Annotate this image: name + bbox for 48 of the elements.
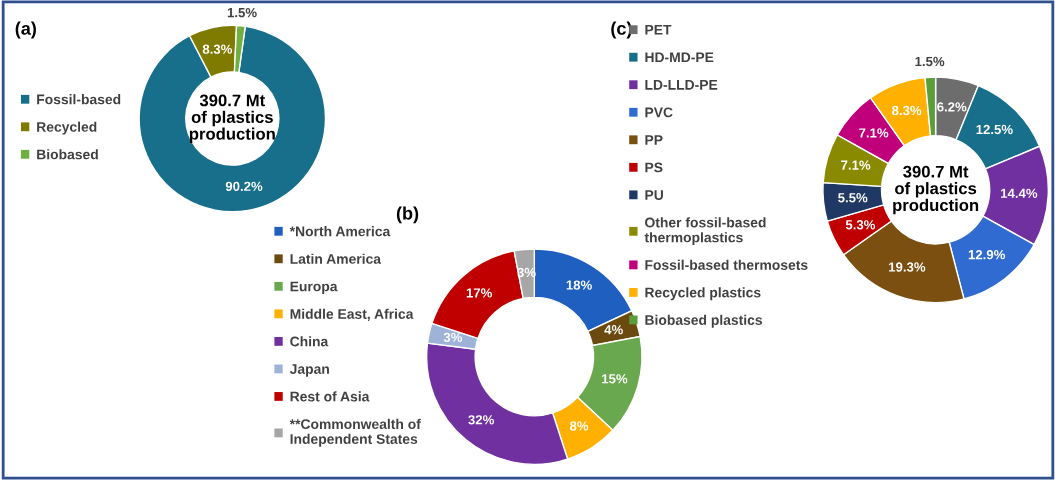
data-label: 90.2%	[225, 181, 263, 191]
legend-label: PS	[645, 162, 663, 173]
data-label: 6.2%	[937, 102, 967, 112]
legend-label: Other fossil-based thermoplastics	[644, 217, 766, 246]
legend-label: Japan	[289, 364, 329, 377]
legend-label: LD-LLD-PE	[645, 80, 718, 90]
data-label: 15%	[602, 374, 628, 384]
data-label: 18%	[566, 280, 592, 290]
legend-label: HD-MD-PE	[645, 52, 714, 63]
legend-label: PET	[645, 25, 672, 35]
data-label: 7.1%	[841, 160, 871, 170]
legend-label: Fossil-based	[37, 94, 121, 105]
legend-label: Middle East, Africa	[290, 308, 414, 321]
data-label: 7.1%	[859, 128, 889, 138]
data-label: 8.3%	[892, 105, 922, 116]
legend-label: *North America	[289, 226, 391, 237]
text: 390.7 Mt of plastics production	[189, 94, 275, 144]
data-label: 17%	[466, 288, 493, 298]
data-label: 12.5%	[976, 124, 1013, 135]
legend-label: Biobased	[37, 149, 98, 160]
data-label: 5.5%	[838, 193, 868, 203]
legend-label: Fossil-based thermosets	[645, 259, 808, 270]
data-label: 1.5%	[227, 7, 257, 18]
data-label: 5.3%	[845, 220, 876, 230]
text: 390.7 Mt of plastics production	[893, 165, 979, 215]
chart-title: (b)	[396, 206, 419, 224]
data-label: 8.3%	[202, 44, 233, 54]
data-label: 1.5%	[915, 56, 945, 67]
data-label: 12.9%	[968, 249, 1006, 260]
legend-label: **Commonwealth of Independent States	[289, 418, 421, 447]
data-label: 8%	[569, 421, 589, 431]
legend-label: Rest of Asia	[290, 391, 370, 402]
legend-label: Biobased plastics	[645, 314, 763, 328]
legend-label: China	[290, 336, 329, 347]
legend-label: PU	[645, 190, 663, 200]
legend-label: Recycled	[37, 121, 97, 135]
data-label: 19.3%	[889, 262, 926, 272]
legend-label: Europa	[290, 281, 338, 295]
legend-label: PVC	[645, 107, 673, 118]
data-label: 32%	[468, 415, 494, 425]
data-label: 14.4%	[1001, 188, 1038, 198]
data-label: 3%	[443, 332, 463, 342]
legend-label: PP	[645, 135, 663, 145]
data-label: 4%	[604, 325, 623, 335]
text: (a)	[15, 21, 36, 39]
legend-label: Latin America	[290, 253, 382, 264]
legend-label: Recycled plastics	[645, 287, 761, 301]
donut-slice	[138, 25, 327, 213]
